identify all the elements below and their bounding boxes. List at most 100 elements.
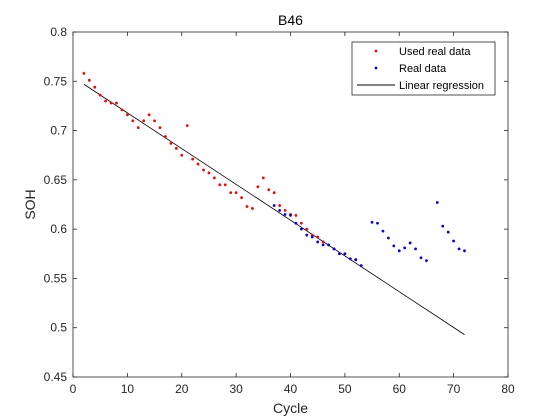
data-point-real-data: [457, 247, 461, 251]
y-tick-label: 0.8: [50, 25, 67, 39]
data-point-real-data: [414, 247, 417, 251]
data-point-used-real-data: [158, 126, 162, 130]
data-point-real-data: [425, 259, 428, 263]
data-point-used-real-data: [142, 119, 146, 123]
data-point-used-real-data: [174, 146, 178, 150]
data-point-used-real-data: [131, 119, 135, 123]
data-point-used-real-data: [120, 108, 124, 112]
data-point-used-real-data: [305, 227, 309, 231]
chart-title: B46: [278, 12, 303, 28]
data-point-used-real-data: [278, 204, 282, 207]
data-point-used-real-data: [245, 205, 249, 208]
x-tick-label: 70: [447, 382, 461, 396]
data-point-real-data: [316, 240, 320, 244]
data-point-real-data: [338, 252, 341, 256]
legend: Used real data Real data Linear regressi…: [351, 41, 496, 96]
x-axis-label: Cycle: [273, 400, 308, 416]
data-point-used-real-data: [202, 168, 205, 172]
data-point-used-real-data: [240, 196, 243, 200]
series-line-linear-regression: [83, 83, 465, 335]
data-point-real-data: [327, 243, 330, 247]
data-point-used-real-data: [169, 141, 173, 145]
y-ticks: 0.45 0.5 0.55 0.6 0.65 0.7 0.75 0.8: [44, 25, 508, 384]
data-point-used-real-data: [185, 124, 189, 128]
legend-label-real-data: Real data: [399, 63, 447, 75]
data-point-used-real-data: [234, 191, 238, 195]
data-point-real-data: [392, 244, 396, 248]
legend-marker-used-real-data: [374, 49, 378, 53]
data-point-used-real-data: [87, 78, 91, 82]
data-point-real-data: [354, 258, 358, 262]
data-point-used-real-data: [147, 113, 151, 117]
data-point-real-data: [452, 239, 456, 243]
data-point-real-data: [289, 213, 292, 217]
data-point-real-data: [386, 236, 390, 240]
data-point-real-data: [463, 249, 466, 253]
data-point-used-real-data: [256, 185, 260, 189]
data-point-used-real-data: [109, 101, 113, 105]
data-point-real-data: [321, 243, 325, 247]
data-point-used-real-data: [218, 183, 222, 187]
data-point-used-real-data: [272, 191, 276, 195]
legend-label-linear-regression: Linear regression: [399, 80, 484, 92]
data-point-real-data: [397, 249, 401, 253]
y-tick-label: 0.45: [44, 370, 68, 384]
x-tick-label: 10: [121, 382, 135, 396]
x-tick-label: 0: [70, 382, 77, 396]
y-tick-label: 0.75: [44, 74, 68, 88]
y-tick-label: 0.5: [50, 321, 67, 335]
data-point-real-data: [278, 209, 282, 212]
data-point-real-data: [299, 227, 303, 231]
x-tick-label: 30: [229, 382, 243, 396]
y-axis-label: SOH: [22, 189, 38, 219]
y-tick-label: 0.65: [44, 173, 68, 187]
data-point-used-real-data: [180, 153, 184, 157]
data-point-real-data: [294, 221, 298, 225]
data-point-real-data: [408, 241, 412, 245]
data-point-used-real-data: [316, 235, 320, 239]
data-point-used-real-data: [310, 233, 314, 237]
data-point-used-real-data: [299, 221, 303, 225]
data-point-real-data: [332, 247, 336, 251]
data-point-used-real-data: [294, 213, 298, 217]
points-layer: [82, 72, 466, 268]
x-ticks: 0 10 20 30 40 50 60 70 80: [70, 32, 515, 396]
data-point-real-data: [403, 246, 407, 250]
data-point-used-real-data: [229, 191, 233, 195]
data-point-used-real-data: [104, 99, 108, 103]
data-point-used-real-data: [212, 176, 216, 180]
data-point-used-real-data: [207, 171, 211, 175]
data-point-used-real-data: [93, 85, 97, 89]
data-point-real-data: [283, 212, 287, 216]
x-tick-label: 50: [338, 382, 352, 396]
data-point-real-data: [348, 257, 352, 261]
data-point-real-data: [419, 256, 423, 260]
data-point-used-real-data: [125, 113, 129, 117]
data-point-used-real-data: [153, 119, 156, 123]
data-point-used-real-data: [196, 162, 200, 166]
data-point-real-data: [435, 201, 439, 204]
x-tick-label: 60: [393, 382, 407, 396]
data-point-used-real-data: [82, 72, 86, 75]
data-point-used-real-data: [321, 240, 325, 244]
regression-line-layer: [83, 83, 465, 335]
legend-label-used-real-data: Used real data: [399, 46, 471, 58]
data-point-real-data: [441, 224, 445, 228]
data-point-real-data: [343, 252, 347, 256]
data-point-used-real-data: [267, 188, 271, 192]
data-point-used-real-data: [98, 93, 102, 97]
data-point-used-real-data: [283, 209, 287, 212]
y-tick-label: 0.7: [50, 124, 67, 138]
data-point-used-real-data: [136, 126, 140, 130]
legend-marker-real-data: [374, 66, 378, 70]
data-point-real-data: [370, 220, 374, 224]
data-point-real-data: [305, 233, 309, 237]
data-point-used-real-data: [164, 135, 167, 138]
y-tick-label: 0.6: [50, 222, 67, 236]
data-point-real-data: [310, 235, 314, 239]
data-point-real-data: [446, 230, 450, 234]
data-point-used-real-data: [223, 183, 227, 187]
data-point-real-data: [381, 229, 385, 233]
data-point-real-data: [376, 221, 379, 225]
data-point-used-real-data: [251, 207, 254, 210]
